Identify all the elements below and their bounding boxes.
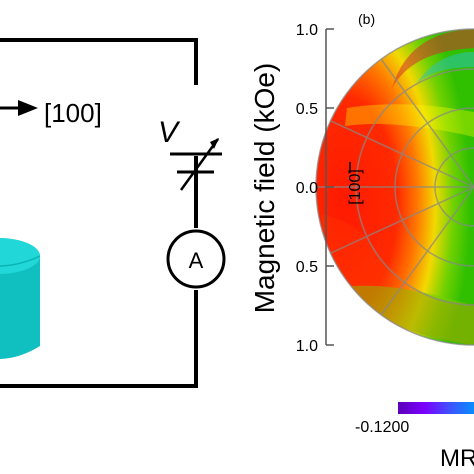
direction-label: [100] xyxy=(44,98,102,128)
colorbar: -0.1200 MR xyxy=(355,402,474,472)
direction-arrow xyxy=(0,100,38,116)
panel-label: (b) xyxy=(358,11,375,27)
voltage-source xyxy=(170,138,222,191)
polar-radial-axis: 1.0 0.5 0.0 0.5 1.0 xyxy=(296,22,334,355)
ammeter: A xyxy=(166,229,226,289)
direction-indicator: [100] xyxy=(347,162,364,205)
tick-label: 0.5 xyxy=(296,259,318,276)
direction-label: [100] xyxy=(347,169,364,205)
ammeter-symbol: A xyxy=(189,248,204,273)
colorbar-gradient xyxy=(398,402,474,414)
sample-disc xyxy=(0,238,41,359)
tick-label: 0.5 xyxy=(296,101,318,118)
colorbar-min-label: -0.1200 xyxy=(355,419,409,436)
circuit-diagram: [100] V A xyxy=(0,38,226,388)
tick-label: 1.0 xyxy=(296,22,318,39)
colorbar-title: MR xyxy=(440,445,474,472)
voltage-symbol: V xyxy=(158,116,181,149)
tick-label: 1.0 xyxy=(296,338,318,355)
tick-label: 0.0 xyxy=(296,180,318,197)
axis-label: Magnetic field (kOe) xyxy=(249,63,280,314)
polar-plot-panel: (b) 1.0 0.5 xyxy=(249,11,474,472)
polar-grid xyxy=(315,28,474,346)
